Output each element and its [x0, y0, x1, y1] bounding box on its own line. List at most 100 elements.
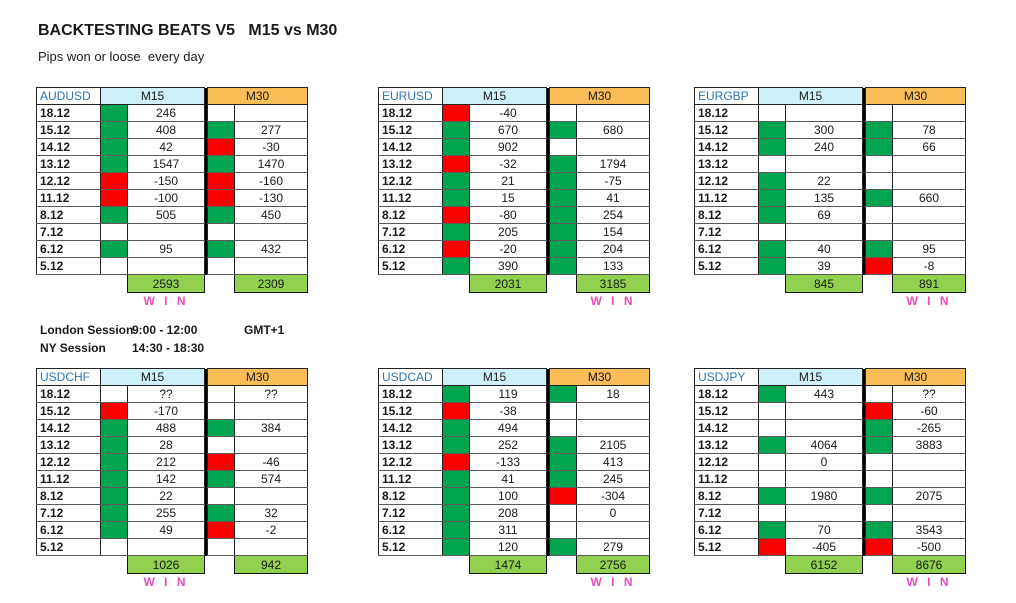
date-cell[interactable]: 13.12	[36, 436, 101, 454]
date-cell[interactable]: 13.12	[378, 436, 443, 454]
m30-indicator-cell[interactable]	[549, 385, 577, 403]
date-cell[interactable]: 8.12	[36, 206, 101, 224]
m30-indicator-cell[interactable]	[549, 521, 577, 539]
m30-indicator-cell[interactable]	[549, 155, 577, 173]
m30-indicator-cell[interactable]	[549, 138, 577, 156]
m15-indicator-cell[interactable]	[758, 504, 786, 522]
m30-indicator-cell[interactable]	[865, 453, 893, 471]
m15-value-cell[interactable]: -20	[469, 240, 547, 258]
m15-value-cell[interactable]: 49	[127, 521, 205, 539]
m15-value-cell[interactable]: 408	[127, 121, 205, 139]
m30-value-cell[interactable]: 1794	[576, 155, 650, 173]
m15-indicator-cell[interactable]	[100, 385, 128, 403]
column-header-m15[interactable]: M15	[758, 368, 863, 386]
m30-value-cell[interactable]: -46	[234, 453, 308, 471]
m15-value-cell[interactable]: 0	[785, 453, 863, 471]
m30-indicator-cell[interactable]	[549, 223, 577, 241]
m30-indicator-cell[interactable]	[865, 240, 893, 258]
m15-value-cell[interactable]: ??	[127, 385, 205, 403]
m15-indicator-cell[interactable]	[758, 470, 786, 488]
pair-name-cell[interactable]: EURGBP	[694, 87, 759, 105]
m15-indicator-cell[interactable]	[100, 223, 128, 241]
date-cell[interactable]: 15.12	[378, 121, 443, 139]
m15-indicator-cell[interactable]	[100, 419, 128, 437]
m30-value-cell[interactable]	[576, 419, 650, 437]
m15-value-cell[interactable]: 135	[785, 189, 863, 207]
date-cell[interactable]: 15.12	[36, 402, 101, 420]
date-cell[interactable]: 12.12	[36, 172, 101, 190]
m30-indicator-cell[interactable]	[207, 453, 235, 471]
m15-value-cell[interactable]: 41	[469, 470, 547, 488]
column-header-m15[interactable]: M15	[442, 87, 547, 105]
m30-value-cell[interactable]: ??	[234, 385, 308, 403]
m15-indicator-cell[interactable]	[758, 104, 786, 122]
m30-value-cell[interactable]: -160	[234, 172, 308, 190]
m30-indicator-cell[interactable]	[549, 240, 577, 258]
m15-indicator-cell[interactable]	[758, 138, 786, 156]
date-cell[interactable]: 15.12	[36, 121, 101, 139]
m30-value-cell[interactable]: 279	[576, 538, 650, 556]
m30-value-cell[interactable]: 1470	[234, 155, 308, 173]
date-cell[interactable]: 6.12	[694, 240, 759, 258]
m30-total-cell[interactable]: 2309	[234, 274, 308, 293]
m15-value-cell[interactable]: 212	[127, 453, 205, 471]
m15-indicator-cell[interactable]	[100, 206, 128, 224]
m15-value-cell[interactable]: -32	[469, 155, 547, 173]
m30-value-cell[interactable]: -75	[576, 172, 650, 190]
date-cell[interactable]: 18.12	[378, 385, 443, 403]
m30-value-cell[interactable]: 204	[576, 240, 650, 258]
date-cell[interactable]: 6.12	[36, 240, 101, 258]
m15-indicator-cell[interactable]	[100, 521, 128, 539]
m30-value-cell[interactable]: 66	[892, 138, 966, 156]
m15-value-cell[interactable]: -38	[469, 402, 547, 420]
m15-total-cell[interactable]: 2031	[469, 274, 547, 293]
m15-value-cell[interactable]: 69	[785, 206, 863, 224]
m30-value-cell[interactable]: 32	[234, 504, 308, 522]
date-cell[interactable]: 18.12	[694, 385, 759, 403]
m30-value-cell[interactable]	[234, 487, 308, 505]
m30-value-cell[interactable]: -500	[892, 538, 966, 556]
date-cell[interactable]: 14.12	[694, 419, 759, 437]
m15-value-cell[interactable]: 300	[785, 121, 863, 139]
m30-value-cell[interactable]	[234, 538, 308, 556]
m30-value-cell[interactable]: 41	[576, 189, 650, 207]
date-cell[interactable]: 11.12	[36, 189, 101, 207]
column-header-m30[interactable]: M30	[865, 87, 966, 105]
date-cell[interactable]: 18.12	[694, 104, 759, 122]
m15-indicator-cell[interactable]	[100, 470, 128, 488]
date-cell[interactable]: 5.12	[694, 538, 759, 556]
m15-value-cell[interactable]: 142	[127, 470, 205, 488]
m30-indicator-cell[interactable]	[865, 504, 893, 522]
m30-value-cell[interactable]: -2	[234, 521, 308, 539]
m15-value-cell[interactable]: 902	[469, 138, 547, 156]
m15-value-cell[interactable]: -40	[469, 104, 547, 122]
m30-indicator-cell[interactable]	[207, 487, 235, 505]
date-cell[interactable]: 12.12	[694, 172, 759, 190]
m15-value-cell[interactable]: 205	[469, 223, 547, 241]
m15-indicator-cell[interactable]	[100, 172, 128, 190]
m15-indicator-cell[interactable]	[758, 172, 786, 190]
m15-total-cell[interactable]: 845	[785, 274, 863, 293]
m30-indicator-cell[interactable]	[865, 121, 893, 139]
m30-indicator-cell[interactable]	[207, 257, 235, 275]
m30-indicator-cell[interactable]	[207, 138, 235, 156]
m30-indicator-cell[interactable]	[865, 223, 893, 241]
m15-indicator-cell[interactable]	[442, 385, 470, 403]
m30-value-cell[interactable]	[234, 257, 308, 275]
date-cell[interactable]: 15.12	[694, 121, 759, 139]
date-cell[interactable]: 6.12	[694, 521, 759, 539]
date-cell[interactable]: 13.12	[694, 155, 759, 173]
m30-indicator-cell[interactable]	[207, 538, 235, 556]
m30-indicator-cell[interactable]	[865, 436, 893, 454]
date-cell[interactable]: 6.12	[378, 521, 443, 539]
m15-total-cell[interactable]: 2593	[127, 274, 205, 293]
m15-indicator-cell[interactable]	[758, 521, 786, 539]
m15-indicator-cell[interactable]	[442, 521, 470, 539]
m15-value-cell[interactable]: -80	[469, 206, 547, 224]
m30-value-cell[interactable]	[892, 206, 966, 224]
m30-indicator-cell[interactable]	[207, 223, 235, 241]
date-cell[interactable]: 13.12	[694, 436, 759, 454]
date-cell[interactable]: 8.12	[378, 487, 443, 505]
m15-total-cell[interactable]: 6152	[785, 555, 863, 574]
m30-indicator-cell[interactable]	[549, 538, 577, 556]
